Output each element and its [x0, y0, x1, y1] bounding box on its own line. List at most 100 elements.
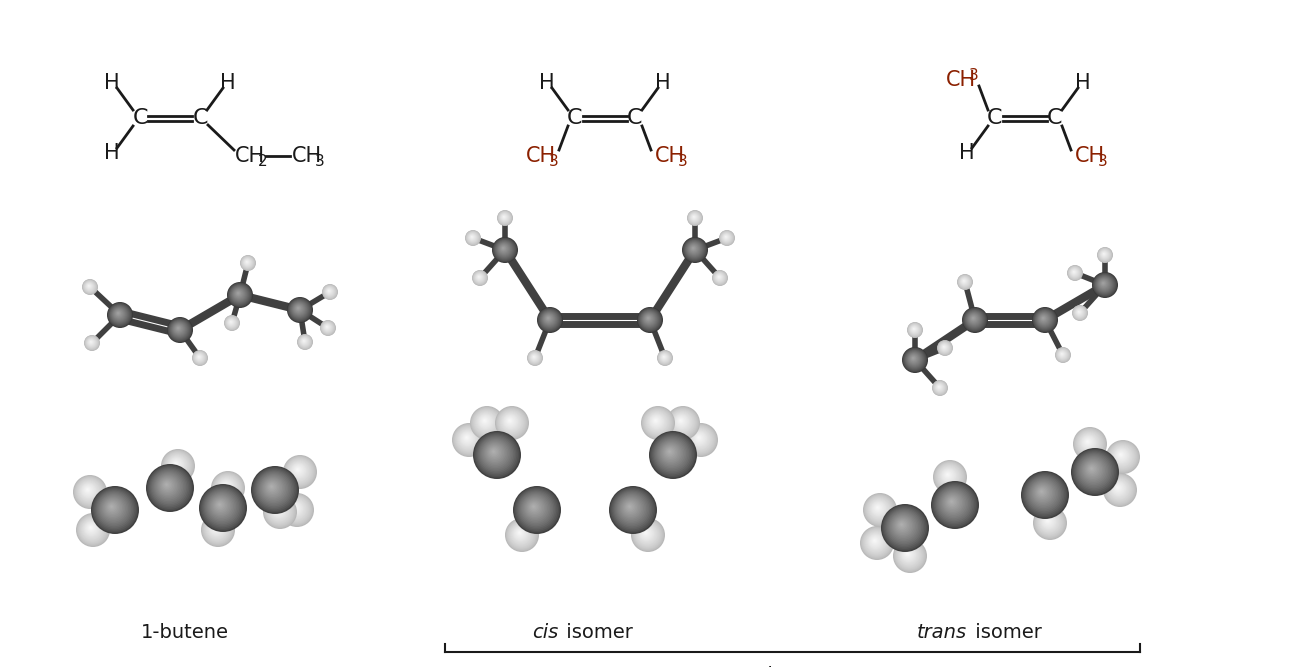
Circle shape [282, 496, 311, 524]
Circle shape [898, 521, 906, 529]
Circle shape [907, 352, 922, 366]
Circle shape [866, 532, 885, 552]
Circle shape [1070, 268, 1079, 276]
Circle shape [473, 410, 499, 436]
Circle shape [1028, 479, 1058, 508]
Circle shape [325, 287, 334, 296]
Circle shape [205, 518, 229, 540]
Circle shape [970, 314, 978, 323]
Circle shape [1113, 483, 1124, 494]
Circle shape [870, 536, 881, 547]
Circle shape [274, 506, 282, 514]
Circle shape [1109, 480, 1128, 498]
Circle shape [1067, 265, 1082, 280]
Circle shape [225, 315, 239, 330]
Circle shape [291, 464, 305, 477]
Circle shape [689, 429, 710, 450]
Circle shape [623, 500, 638, 516]
Circle shape [269, 484, 274, 490]
Circle shape [946, 473, 949, 477]
Circle shape [227, 283, 252, 307]
Circle shape [712, 270, 728, 286]
Text: C: C [627, 108, 642, 128]
Circle shape [939, 341, 952, 354]
Circle shape [476, 274, 482, 280]
Circle shape [1040, 512, 1058, 532]
Circle shape [682, 237, 707, 262]
Text: 3: 3 [1098, 153, 1108, 169]
Circle shape [893, 516, 913, 535]
Circle shape [685, 425, 716, 455]
Circle shape [633, 520, 663, 550]
Circle shape [165, 453, 190, 478]
Circle shape [1078, 311, 1080, 313]
Circle shape [1039, 512, 1060, 532]
Circle shape [1110, 480, 1127, 497]
Circle shape [685, 240, 703, 259]
Circle shape [945, 472, 950, 478]
Circle shape [867, 533, 884, 550]
Circle shape [673, 414, 690, 430]
Circle shape [690, 245, 697, 251]
Circle shape [909, 353, 919, 365]
Circle shape [511, 524, 532, 544]
Circle shape [328, 289, 330, 293]
Circle shape [269, 501, 290, 522]
Circle shape [679, 418, 684, 424]
Circle shape [514, 526, 528, 541]
Circle shape [720, 231, 733, 245]
Circle shape [292, 303, 304, 315]
Circle shape [473, 271, 486, 284]
Circle shape [256, 470, 292, 508]
Circle shape [1102, 252, 1106, 256]
Circle shape [1078, 310, 1080, 314]
Circle shape [668, 408, 697, 437]
Circle shape [322, 284, 338, 300]
Circle shape [1034, 308, 1057, 331]
Circle shape [202, 514, 234, 546]
Circle shape [510, 522, 533, 546]
Circle shape [958, 275, 971, 288]
Circle shape [547, 317, 550, 319]
Circle shape [169, 457, 185, 472]
Circle shape [533, 356, 536, 358]
Circle shape [476, 412, 497, 432]
Circle shape [1041, 515, 1056, 528]
Circle shape [283, 456, 316, 488]
Circle shape [653, 418, 659, 424]
Circle shape [107, 302, 133, 328]
Circle shape [689, 213, 699, 222]
Circle shape [460, 431, 474, 446]
Circle shape [211, 471, 244, 505]
Circle shape [205, 517, 230, 542]
Circle shape [214, 474, 240, 501]
Circle shape [532, 355, 537, 360]
Circle shape [538, 308, 562, 331]
Circle shape [868, 535, 883, 548]
Circle shape [510, 523, 533, 546]
Circle shape [168, 456, 185, 473]
Circle shape [646, 412, 667, 432]
Circle shape [78, 481, 99, 502]
Circle shape [688, 211, 702, 225]
Circle shape [170, 320, 188, 339]
Circle shape [173, 323, 186, 336]
Circle shape [195, 353, 204, 362]
Circle shape [649, 431, 697, 479]
Circle shape [497, 241, 512, 257]
Circle shape [233, 288, 244, 299]
Circle shape [506, 519, 538, 551]
Circle shape [147, 465, 192, 510]
Circle shape [328, 290, 330, 292]
Circle shape [508, 521, 534, 548]
Circle shape [870, 500, 888, 518]
Circle shape [688, 243, 699, 255]
Circle shape [867, 497, 892, 522]
Circle shape [268, 483, 276, 491]
Circle shape [1043, 516, 1054, 527]
Circle shape [1102, 252, 1106, 256]
Circle shape [111, 305, 127, 323]
Circle shape [324, 285, 337, 298]
Circle shape [1044, 517, 1052, 525]
Circle shape [1119, 454, 1122, 456]
